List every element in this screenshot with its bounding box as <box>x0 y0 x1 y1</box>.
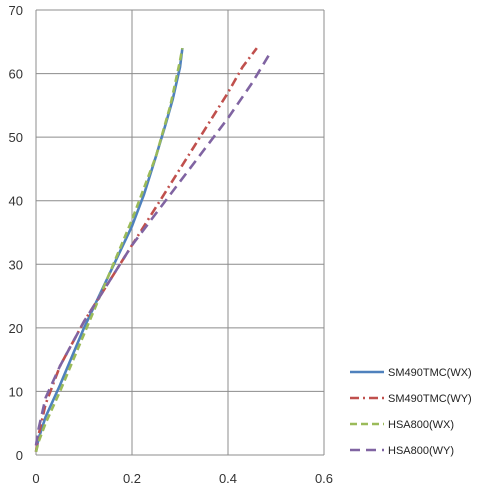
legend: SM490TMC(WX) SM490TMC(WY) HSA800(WX) HSA800… <box>350 367 472 457</box>
x-tick-label: 0.6 <box>315 471 333 486</box>
y-tick-label: 20 <box>9 321 23 336</box>
y-tick-label: 40 <box>9 194 23 209</box>
series-line <box>34 50 273 446</box>
legend-label: SM490TMC(WX) <box>388 367 472 379</box>
y-tick-label: 70 <box>9 3 23 18</box>
y-tick-label: 30 <box>9 257 23 272</box>
tick-labels: 0 10 20 30 40 50 60 70 0 0.2 0.4 0.6 <box>9 3 334 486</box>
series-lines <box>34 47 273 453</box>
legend-label: SM490TMC(WY) <box>388 393 472 405</box>
y-tick-label: 0 <box>16 448 23 463</box>
x-tick-label: 0.4 <box>219 471 237 486</box>
legend-label: HSA800(WX) <box>388 419 454 431</box>
series-line <box>34 47 184 453</box>
x-tick-label: 0 <box>32 471 39 486</box>
x-tick-label: 0.2 <box>123 471 141 486</box>
legend-label: HSA800(WY) <box>388 445 454 457</box>
y-tick-label: 10 <box>9 384 23 399</box>
y-tick-label: 60 <box>9 67 23 82</box>
y-tick-label: 50 <box>9 130 23 145</box>
